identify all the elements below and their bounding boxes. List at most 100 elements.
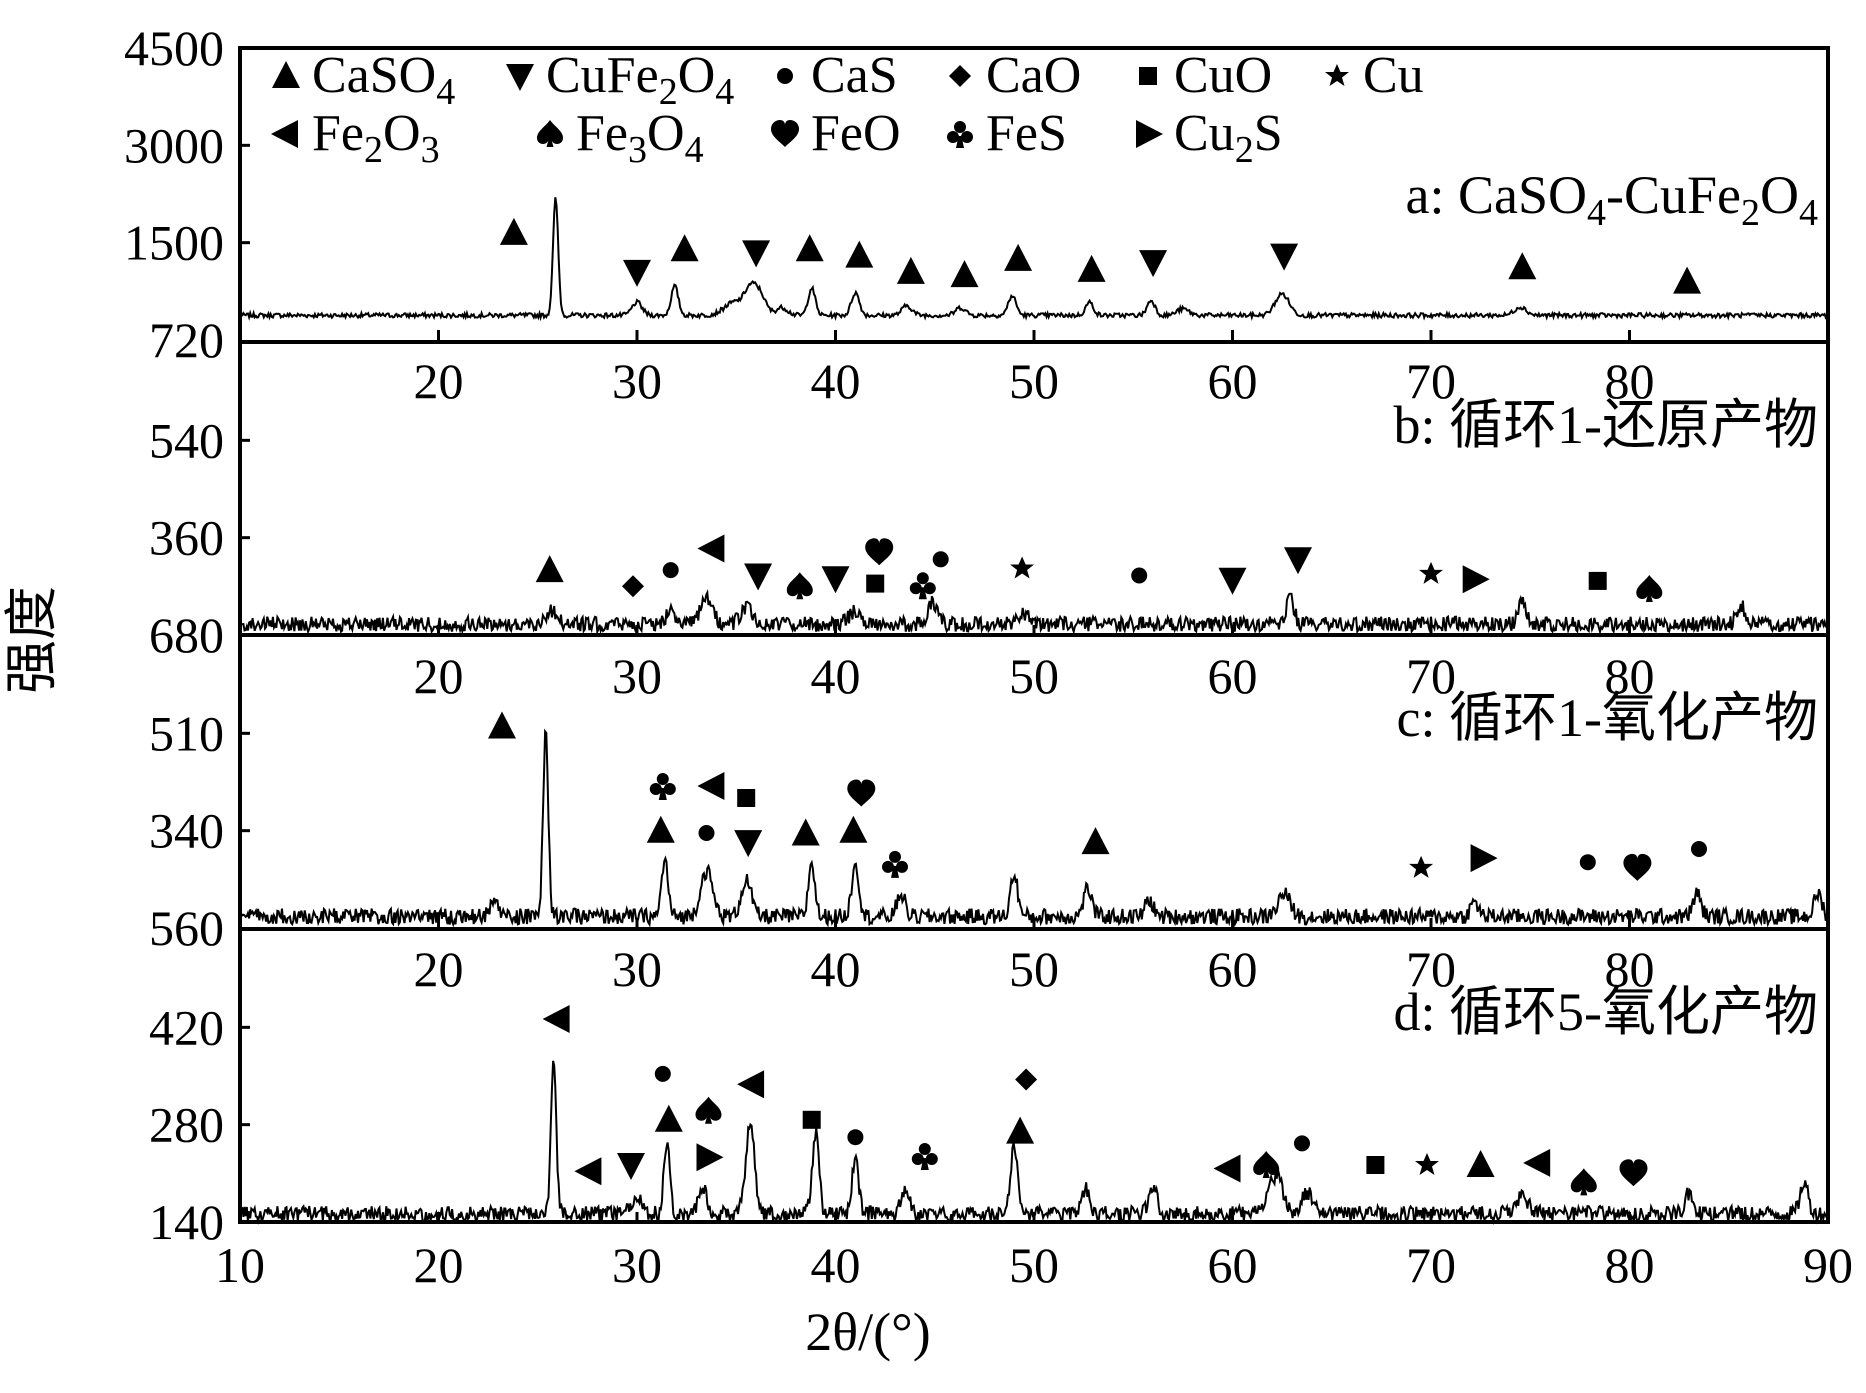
legend-entry-CaSO4: CaSO4​ — [272, 47, 455, 113]
panel-label-b-part: b: 循环1-还原产物 — [1394, 395, 1819, 455]
outer-frame — [238, 46, 1830, 1224]
peak-marker-triangle-up — [795, 234, 824, 262]
peak-marker-triangle-left — [542, 1005, 570, 1033]
peak-marker-triangle-down — [744, 563, 773, 591]
legend-label: CaSO4​ — [312, 47, 455, 113]
peak-marker-circle — [662, 562, 679, 579]
peak-marker-triangle-up — [1466, 1150, 1495, 1177]
peak-marker-triangle-up — [1004, 243, 1033, 271]
legend-entry-FeS: FeS — [947, 105, 1067, 162]
x-tick-label: 80 — [1605, 353, 1655, 409]
peak-marker-circle — [932, 551, 949, 568]
panel-label-a-subscript: 2 — [1741, 192, 1760, 234]
peak-marker-club — [909, 572, 936, 600]
peak-marker-heart — [1623, 853, 1652, 881]
peak-marker-spade — [695, 1096, 722, 1124]
peak-marker-square — [802, 1110, 821, 1129]
legend-label-subscript: 4 — [685, 129, 704, 171]
peak-marker-club — [882, 850, 908, 878]
peak-marker-triangle-up — [1077, 254, 1106, 282]
legend-entry-FeO: FeO — [771, 105, 901, 162]
panel-c: 510 340 560 20 30 40 50 60 70 80 c: 循环1-氧化产物 — [149, 688, 1829, 997]
x-tick-label: 50 — [1009, 941, 1059, 997]
peak-marker-triangle-up — [791, 818, 820, 846]
y-tick-label: 4500 — [124, 20, 224, 76]
legend-symbol-heart — [771, 120, 799, 147]
xrd-pattern-c — [239, 728, 1829, 928]
peak-marker-triangle-down — [742, 240, 771, 268]
panel-label-a-part: O — [1760, 165, 1799, 225]
peak-marker-club — [649, 773, 676, 800]
legend: CaSO4​CuFe2​O4​CaSCaOCuOCuFe2​O3​Fe3​O4​… — [271, 47, 1424, 171]
x-tick-label: 70 — [1406, 1237, 1456, 1293]
legend-label: CuFe2​O4​ — [546, 47, 734, 113]
x-axis: 10 20 30 40 50 60 70 80 90 — [215, 1212, 1853, 1293]
legend-label: CuO — [1174, 47, 1272, 104]
legend-entry-Fe2O3: Fe2​O3​ — [271, 105, 440, 171]
panel-label-d: d: 循环5-氧化产物 — [1394, 982, 1819, 1042]
peak-marker-square — [1588, 571, 1607, 590]
peak-marker-triangle-up — [499, 217, 528, 245]
legend-label-subscript: 4 — [715, 71, 734, 113]
panel-label-a-subscript: 4 — [1799, 192, 1818, 234]
peak-marker-triangle-up — [646, 815, 675, 843]
x-tick-label: 60 — [1208, 353, 1258, 409]
x-tick-label: 80 — [1605, 648, 1655, 704]
peak-marker-triangle-up — [845, 240, 874, 268]
x-tick-label: 30 — [612, 1237, 662, 1293]
peak-marker-square — [866, 574, 885, 593]
panel-d: 420 280 140 d: 循环5-氧化产物 — [149, 982, 1829, 1250]
x-tick-label: 50 — [1009, 1237, 1059, 1293]
legend-label-part: O — [383, 105, 421, 162]
legend-label: FeO — [811, 105, 901, 162]
peak-marker-diamond — [1015, 1068, 1038, 1091]
peak-marker-triangle-up — [1081, 827, 1110, 855]
legend-label-subscript: 3 — [628, 129, 647, 171]
peak-marker-circle — [847, 1129, 864, 1146]
panel-b: 540 360 680 20 30 40 50 60 70 80 b: 循环1-还原产物 — [149, 395, 1829, 704]
peak-marker-club — [911, 1143, 938, 1170]
legend-label-part: CaS — [811, 47, 898, 104]
y-tick-label: 420 — [149, 999, 224, 1055]
legend-entry-CuFe2O4: CuFe2​O4​ — [506, 47, 734, 113]
legend-symbol-triangle-up — [272, 61, 300, 88]
peak-marker-triangle-down — [1270, 243, 1299, 271]
panel-a: 4500 3000 1500 720 20 30 40 50 60 70 80 a: CaSO4​-C… — [124, 20, 1829, 409]
legend-label: CaO — [986, 47, 1081, 104]
x-tick-label: 70 — [1406, 941, 1456, 997]
peak-marker-triangle-up — [950, 260, 979, 288]
legend-symbol-diamond — [949, 65, 971, 87]
panel-label-c: c: 循环1-氧化产物 — [1397, 688, 1818, 748]
legend-symbol-triangle-right — [1136, 120, 1163, 148]
x-tick-label: 20 — [414, 353, 464, 409]
x-tick-label: 50 — [1009, 648, 1059, 704]
peak-marker-triangle-up — [488, 711, 516, 739]
peak-marker-triangle-down — [1284, 547, 1312, 575]
legend-label-subscript: 2 — [364, 129, 383, 171]
y-tick-label: 510 — [149, 705, 224, 761]
peak-marker-triangle-right — [696, 1143, 724, 1172]
peak-marker-triangle-up — [654, 1104, 683, 1132]
peak-marker-star — [1010, 556, 1035, 579]
legend-label-part: CaSO — [312, 47, 436, 104]
legend-label: CaS — [811, 47, 898, 104]
peak-marker-spade — [1636, 575, 1663, 602]
y-tick-label: 720 — [149, 312, 224, 368]
legend-symbol-star — [1325, 64, 1349, 86]
y-tick-label: 1500 — [124, 215, 224, 271]
peak-marker-triangle-down — [617, 1153, 645, 1180]
peak-marker-triangle-up — [1508, 252, 1537, 280]
legend-symbol-spade — [537, 120, 563, 147]
legend-label-part: FeO — [811, 105, 901, 162]
y-tick-label: 3000 — [124, 117, 224, 173]
y-tick-label: 340 — [149, 803, 224, 859]
legend-symbol-circle — [777, 68, 793, 84]
x-tick-label: 80 — [1605, 941, 1655, 997]
panel-label-d-part: d: 循环5-氧化产物 — [1394, 982, 1819, 1042]
panel-label-a-part: a: CaSO — [1406, 165, 1588, 225]
peak-marker-spade — [1253, 1151, 1280, 1178]
peak-marker-circle — [698, 825, 715, 841]
peak-marker-triangle-up — [896, 256, 925, 284]
legend-label-part: O — [647, 105, 685, 162]
